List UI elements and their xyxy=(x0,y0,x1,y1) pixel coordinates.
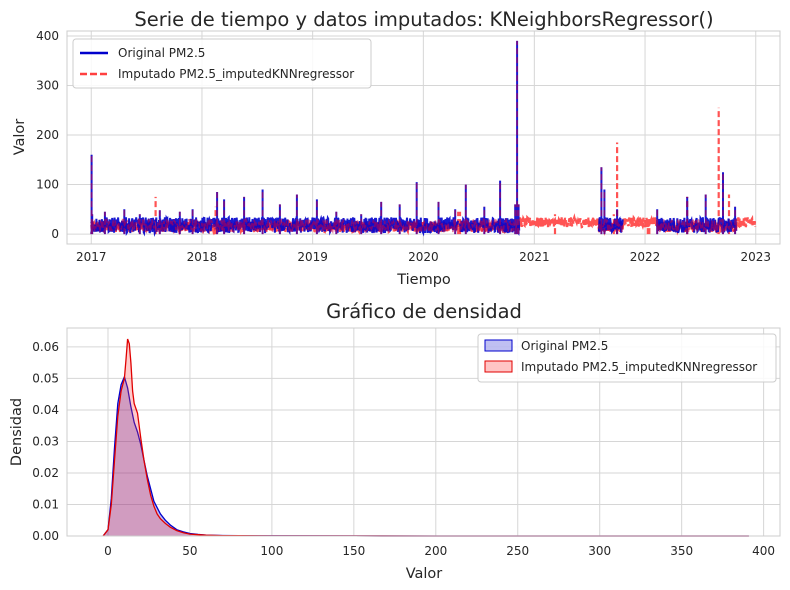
y-tick-label: 400 xyxy=(36,29,59,43)
legend: Original PM2.5 Imputado PM2.5_imputedKNN… xyxy=(72,38,372,89)
imputed-overlap-line xyxy=(90,40,738,235)
density-area-original xyxy=(103,376,749,536)
plot-frame xyxy=(66,30,781,245)
x-tick-label: 350 xyxy=(670,544,693,558)
x-tick-label: 2018 xyxy=(187,250,218,264)
original-series-layer xyxy=(90,40,738,237)
legend-swatch-imputed xyxy=(484,360,513,373)
chart-title: Gráfico de densidad xyxy=(326,300,522,323)
x-tick-label: 0 xyxy=(104,544,112,558)
x-tick-label: 2023 xyxy=(740,250,771,264)
legend-box xyxy=(477,333,777,383)
y-tick-label: 0.02 xyxy=(32,466,59,480)
legend-label-original: Original PM2.5 xyxy=(118,46,205,60)
y-tick-label: 300 xyxy=(36,78,59,92)
x-tick-label: 300 xyxy=(588,544,611,558)
time-series-chart: Serie de tiempo y datos imputados: KNeig… xyxy=(12,8,781,288)
x-tick-label: 150 xyxy=(342,544,365,558)
legend-label-imputed: Imputado PM2.5_imputedKNNregressor xyxy=(521,360,757,374)
y-tick-label: 0.01 xyxy=(32,497,59,511)
y-tick-label: 0.00 xyxy=(32,529,59,543)
y-axis-label: Densidad xyxy=(9,398,25,466)
x-tick-label: 2017 xyxy=(76,250,107,264)
y-tick-label: 0.04 xyxy=(32,403,59,417)
x-tick-label: 2019 xyxy=(297,250,328,264)
y-tick-label: 0.05 xyxy=(32,371,59,385)
x-tick-label: 400 xyxy=(752,544,775,558)
y-tick-label: 200 xyxy=(36,128,59,142)
chart-title: Serie de tiempo y datos imputados: KNeig… xyxy=(134,8,713,31)
x-axis-label: Tiempo xyxy=(396,272,451,288)
legend-label-imputed: Imputado PM2.5_imputedKNNregressor xyxy=(118,67,354,81)
legend-swatch-original xyxy=(484,339,513,352)
y-tick-label: 100 xyxy=(36,178,59,192)
legend-label-original: Original PM2.5 xyxy=(521,339,608,353)
y-axis-label: Valor xyxy=(12,119,28,156)
x-tick-label: 250 xyxy=(506,544,529,558)
y-tick-label: 0 xyxy=(51,227,59,241)
density-line-original xyxy=(102,374,749,537)
x-tick-label: 2020 xyxy=(408,250,439,264)
x-tick-label: 200 xyxy=(424,544,447,558)
plot-frame xyxy=(66,327,781,537)
x-axis-label: Valor xyxy=(406,566,443,582)
legend-box xyxy=(72,38,372,89)
x-tick-label: 2022 xyxy=(630,250,661,264)
y-tick-label: 0.03 xyxy=(32,434,59,448)
x-tick-label: 50 xyxy=(182,544,197,558)
density-chart: Gráfico de densidad 0 50 100 150 200 250 300 35… xyxy=(9,300,781,582)
x-tick-label: 100 xyxy=(260,544,283,558)
x-tick-label: 2021 xyxy=(519,250,550,264)
legend: Original PM2.5 Imputado PM2.5_imputedKNN… xyxy=(477,333,777,383)
y-tick-label: 0.06 xyxy=(32,340,59,354)
